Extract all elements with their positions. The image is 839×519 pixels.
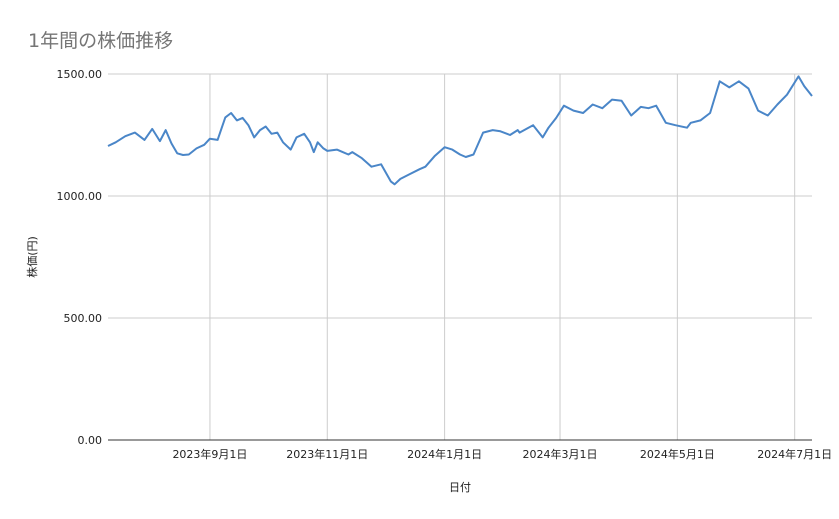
y-axis-ticks: 0.00 500.00 1000.00 1500.00 bbox=[57, 68, 103, 447]
price-series-line bbox=[107, 75, 813, 186]
x-tick-label: 2024年7月1日 bbox=[757, 447, 832, 461]
y-tick-label: 0.00 bbox=[78, 434, 103, 447]
y-tick-label: 500.00 bbox=[64, 312, 103, 325]
x-tick-label: 2023年11月1日 bbox=[286, 447, 368, 461]
y-tick-label: 1000.00 bbox=[57, 190, 103, 203]
x-tick-label: 2024年5月1日 bbox=[640, 447, 715, 461]
x-axis-ticks: 2023年9月1日 2023年11月1日 2024年1月1日 2024年3月1日 202… bbox=[172, 447, 832, 461]
x-tick-label: 2024年3月1日 bbox=[523, 447, 598, 461]
x-axis-title: 日付 bbox=[449, 481, 471, 494]
y-axis-title: 株価(円) bbox=[25, 236, 39, 278]
gridlines bbox=[108, 73, 812, 440]
chart-title: 1年間の株価推移 bbox=[28, 30, 174, 52]
x-tick-label: 2023年9月1日 bbox=[172, 447, 247, 461]
y-tick-label: 1500.00 bbox=[57, 68, 103, 81]
x-tick-label: 2024年1月1日 bbox=[407, 447, 482, 461]
